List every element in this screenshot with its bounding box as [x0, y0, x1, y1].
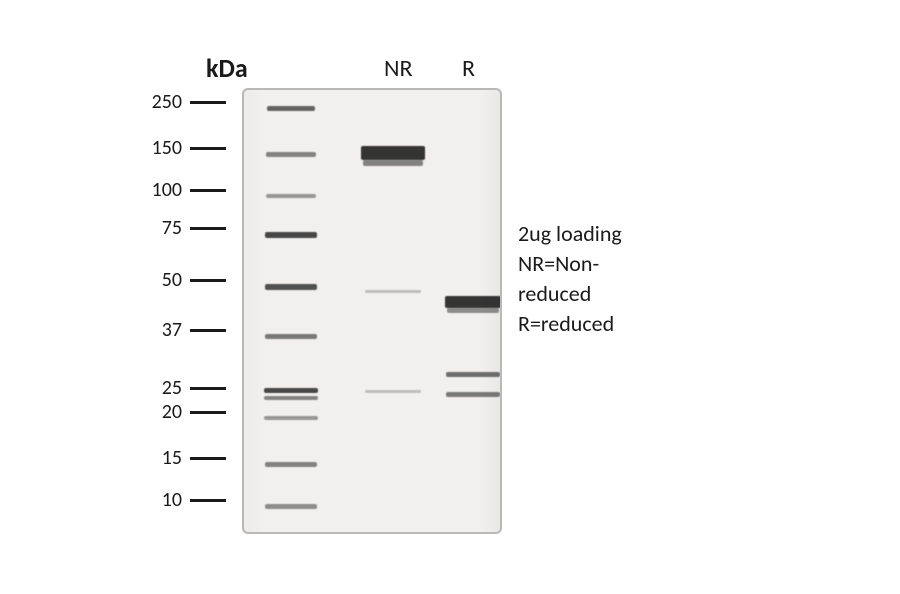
nr-band — [363, 160, 423, 166]
nr-band — [365, 290, 421, 293]
mw-tick — [190, 227, 226, 230]
lane-label-r: R — [462, 54, 475, 83]
mw-label: 20 — [120, 400, 182, 424]
ladder-band — [265, 284, 317, 290]
ladder-band — [266, 194, 316, 198]
mw-tick — [190, 189, 226, 192]
gel-image — [242, 88, 502, 534]
mw-label: 150 — [120, 136, 182, 160]
mw-tick — [190, 329, 226, 332]
ladder-band — [264, 388, 318, 393]
mw-label: 250 — [120, 90, 182, 114]
mw-label: 10 — [120, 488, 182, 512]
mw-label: 15 — [120, 446, 182, 470]
mw-tick — [190, 101, 226, 104]
r-band — [447, 308, 499, 313]
r-band — [445, 296, 501, 308]
legend-nr-1: NR=Non- — [518, 250, 599, 277]
mw-tick — [190, 279, 226, 282]
ladder-band — [266, 152, 316, 157]
ladder-band — [267, 106, 315, 111]
kda-title: kDa — [206, 52, 248, 84]
lane-label-nr: NR — [384, 54, 413, 83]
mw-tick — [190, 457, 226, 460]
legend-nr-2: reduced — [518, 280, 591, 307]
mw-label: 25 — [120, 376, 182, 400]
mw-tick — [190, 147, 226, 150]
ladder-band — [265, 504, 317, 509]
r-band — [446, 392, 500, 397]
mw-tick — [190, 411, 226, 414]
mw-label: 37 — [120, 318, 182, 342]
ladder-band — [264, 416, 318, 420]
ladder-band — [265, 232, 317, 238]
ladder-band — [264, 396, 318, 400]
mw-label: 100 — [120, 178, 182, 202]
mw-tick — [190, 499, 226, 502]
nr-band — [365, 390, 421, 393]
gel-figure: kDa NR R 250 150 100 75 50 37 2520 15 10 2ug loa… — [120, 40, 780, 550]
mw-label: 50 — [120, 268, 182, 292]
nr-band — [361, 146, 425, 160]
mw-label: 75 — [120, 216, 182, 240]
legend-loading: 2ug loading — [518, 220, 622, 247]
ladder-band — [265, 462, 317, 467]
ladder-band — [265, 334, 317, 339]
mw-tick — [190, 387, 226, 390]
r-band — [446, 372, 500, 377]
legend-r: R=reduced — [518, 310, 614, 337]
